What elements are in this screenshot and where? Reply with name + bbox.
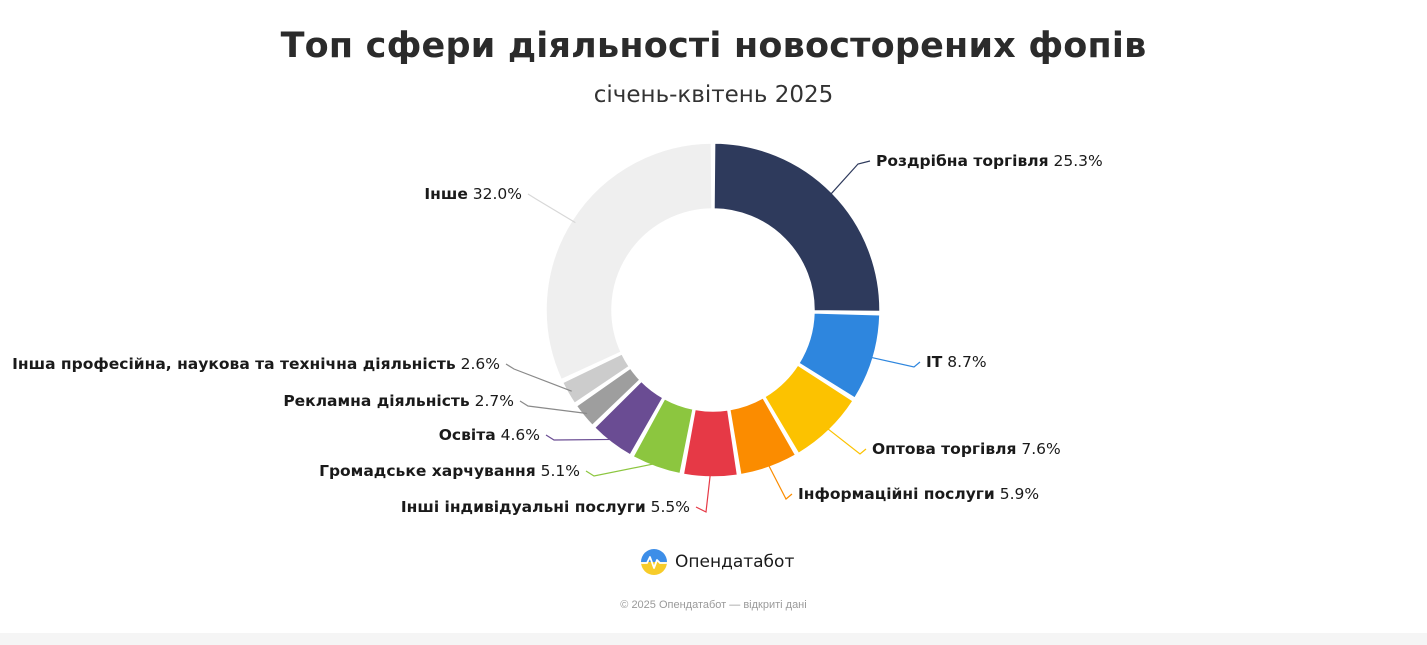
slice-label-value: 5.9%: [995, 485, 1039, 503]
leader-line-education: [545, 434, 614, 441]
slice-label-name: Інша професійна, наукова та технічна дія…: [12, 355, 456, 373]
slice-label-name: Роздрібна торгівля: [876, 152, 1049, 170]
chart-subtitle: січень-квітень 2025: [593, 82, 834, 108]
slice-label-name: Інше: [424, 185, 467, 203]
footer-bar: [0, 633, 1427, 645]
slice-other[interactable]: [545, 142, 713, 381]
leader-line-information-services: [767, 463, 793, 500]
slice-label-value: 8.7%: [942, 353, 986, 371]
slice-label-name: Інші індивідуальні послуги: [401, 498, 646, 516]
leader-line-advertising: [519, 400, 588, 415]
leader-line-other-professional: [505, 363, 572, 392]
slice-information-services[interactable]: [729, 396, 797, 476]
slice-label-name: IT: [926, 353, 943, 371]
slice-label-other-professional: Інша професійна, наукова та технічна дія…: [12, 355, 500, 373]
slice-retail[interactable]: [713, 142, 881, 313]
opendatabot-logo-icon: [641, 549, 667, 575]
slice-label-value: 5.1%: [536, 462, 580, 480]
slice-label-education: Освіта 4.6%: [439, 426, 540, 444]
slice-advertising[interactable]: [575, 367, 641, 427]
leader-line-food-service: [585, 462, 658, 477]
leader-line-retail: [828, 160, 871, 197]
slice-label-name: Оптова торгівля: [872, 440, 1016, 458]
slice-label-value: 5.5%: [646, 498, 690, 516]
slice-other-professional[interactable]: [561, 353, 631, 405]
slice-food-service[interactable]: [632, 397, 694, 475]
slice-label-value: 25.3%: [1049, 152, 1103, 170]
leader-line-wholesale: [825, 426, 867, 455]
slice-label-value: 7.6%: [1016, 440, 1060, 458]
leader-line-other: [527, 193, 576, 224]
slice-label-value: 4.6%: [496, 426, 540, 444]
slice-label-advertising: Рекламна діяльність 2.7%: [283, 392, 514, 410]
slice-label-name: Освіта: [439, 426, 496, 444]
slice-label-value: 2.7%: [470, 392, 514, 410]
slice-label-other-personal-services: Інші індивідуальні послуги 5.5%: [401, 498, 690, 516]
slice-label-other: Інше 32.0%: [424, 185, 522, 203]
slice-other-personal-services[interactable]: [682, 408, 739, 478]
slice-label-retail: Роздрібна торгівля 25.3%: [876, 152, 1103, 170]
slice-label-wholesale: Оптова торгівля 7.6%: [872, 440, 1061, 458]
slice-label-value: 32.0%: [468, 185, 522, 203]
slice-education[interactable]: [593, 380, 664, 456]
slice-label-name: Рекламна діяльність: [283, 392, 470, 410]
chart-title: Топ сфери діяльності новосторених фопів: [280, 26, 1147, 66]
leader-line-it: [868, 356, 921, 368]
slice-label-name: Громадське харчування: [319, 462, 536, 480]
slice-label-it: IT 8.7%: [926, 353, 987, 371]
leader-line-other-personal-services: [695, 472, 712, 513]
copyright: © 2025 Опендатабот — відкриті дані: [620, 599, 807, 611]
slice-wholesale[interactable]: [763, 364, 854, 455]
brand: Опендатабот: [640, 548, 794, 576]
slice-it[interactable]: [798, 312, 881, 399]
slice-label-information-services: Інформаційні послуги 5.9%: [798, 485, 1039, 503]
slice-label-food-service: Громадське харчування 5.1%: [319, 462, 580, 480]
slice-label-value: 2.6%: [456, 355, 500, 373]
brand-name: Опендатабот: [675, 552, 795, 572]
slice-label-name: Інформаційні послуги: [798, 485, 995, 503]
